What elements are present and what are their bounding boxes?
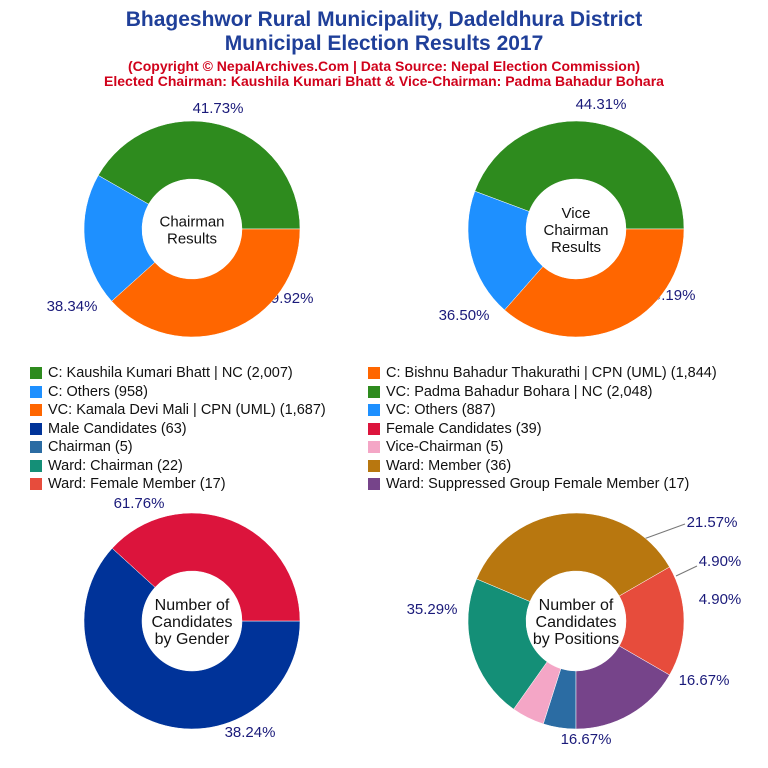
donut-center-label: Results [551, 239, 601, 256]
legend-label: VC: Kamala Devi Mali | CPN (UML) (1,687) [48, 402, 326, 418]
slice-percent-label: 38.34% [47, 298, 98, 315]
slice-percent-label: 21.57% [687, 514, 738, 531]
legend-swatch [30, 422, 42, 435]
donut-slice [474, 120, 685, 230]
donut-slice [467, 578, 548, 710]
copyright-line: (Copyright © NepalArchives.Com | Data So… [127, 58, 641, 74]
legend-label: Ward: Female Member (17) [48, 476, 226, 492]
legend-label: Ward: Suppressed Group Female Member (17… [386, 476, 690, 492]
legend-label: Female Candidates (39) [386, 420, 542, 437]
legend-swatch [368, 459, 380, 472]
donut-center-label: by Positions [533, 631, 619, 648]
donut-chart: 4.90% 4.90% 21.57% 35.29% 16.67% 16.67% Number… [407, 512, 742, 748]
donut-center-label: Number of [539, 597, 614, 614]
legend-swatch [368, 385, 380, 398]
legend-label: VC: Others (887) [386, 402, 496, 418]
legend-swatch [30, 459, 42, 472]
donut-center-label: Number of [155, 597, 230, 614]
donut-slice [111, 228, 301, 338]
legend-label: Chairman (5) [48, 439, 133, 455]
leader-line [675, 565, 698, 577]
donut-slice [97, 120, 301, 230]
legend-swatch [368, 404, 380, 416]
legend-label: Ward: Chairman (22) [48, 457, 183, 474]
chart-title-line1: Bhageshwor Rural Municipality, Dadeldhur… [125, 8, 643, 31]
chart-title-line2: Municipal Election Results 2017 [224, 32, 544, 55]
donut-center-label: Results [167, 231, 217, 248]
donut-slice [111, 512, 301, 622]
legend-label: VC: Padma Bahadur Bohara | NC (2,048) [386, 383, 653, 400]
legend-label: C: Others (958) [48, 383, 148, 400]
slice-percent-label: 36.50% [439, 307, 490, 324]
slice-percent-label: 44.31% [576, 96, 627, 113]
slice-percent-label: 61.76% [114, 495, 165, 512]
donut-center-label: Chairman [543, 222, 608, 239]
donut-center-label: by Gender [155, 631, 230, 648]
legend-swatch [368, 367, 380, 379]
donut-slice [83, 547, 301, 730]
legend-swatch [368, 422, 380, 435]
legend-label: Ward: Member (36) [386, 457, 512, 474]
donut-slice [476, 512, 670, 602]
legend-swatch [368, 441, 380, 453]
donut-slice [618, 566, 685, 676]
donut-slice [575, 645, 670, 730]
donut-slice [504, 228, 685, 338]
legend-swatch [30, 404, 42, 416]
legend-swatch [30, 441, 42, 453]
slice-percent-label: 41.73% [193, 100, 244, 117]
donut-center-label: Candidates [536, 614, 617, 631]
slice-percent-label: 16.67% [679, 672, 730, 689]
slice-percent-label: 16.67% [561, 731, 612, 748]
slice-percent-label: 38.24% [225, 724, 276, 741]
donut-center-label: Vice [562, 205, 591, 222]
slice-percent-label: 4.90% [699, 553, 742, 570]
legend-label: Male Candidates (63) [48, 420, 187, 437]
legend-label: C: Kaushila Kumari Bhatt | NC (2,007) [48, 365, 293, 381]
donut-slice [83, 175, 156, 302]
slice-percent-label: 35.29% [407, 601, 458, 618]
legend-swatch [368, 478, 380, 490]
donut-center-label: Candidates [152, 614, 233, 631]
slice-percent-label: 4.90% [699, 591, 742, 608]
legend-label: C: Bishnu Bahadur Thakurathi | CPN (UML)… [386, 365, 717, 381]
donut-center-label: Chairman [159, 214, 224, 231]
elected-line: Elected Chairman: Kaushila Kumari Bhatt … [104, 73, 664, 89]
legend-swatch [30, 367, 42, 379]
legend-label: Vice-Chairman (5) [386, 439, 504, 455]
donut-slice [467, 190, 544, 311]
legend-swatch [30, 478, 42, 490]
legend-swatch [30, 385, 42, 398]
